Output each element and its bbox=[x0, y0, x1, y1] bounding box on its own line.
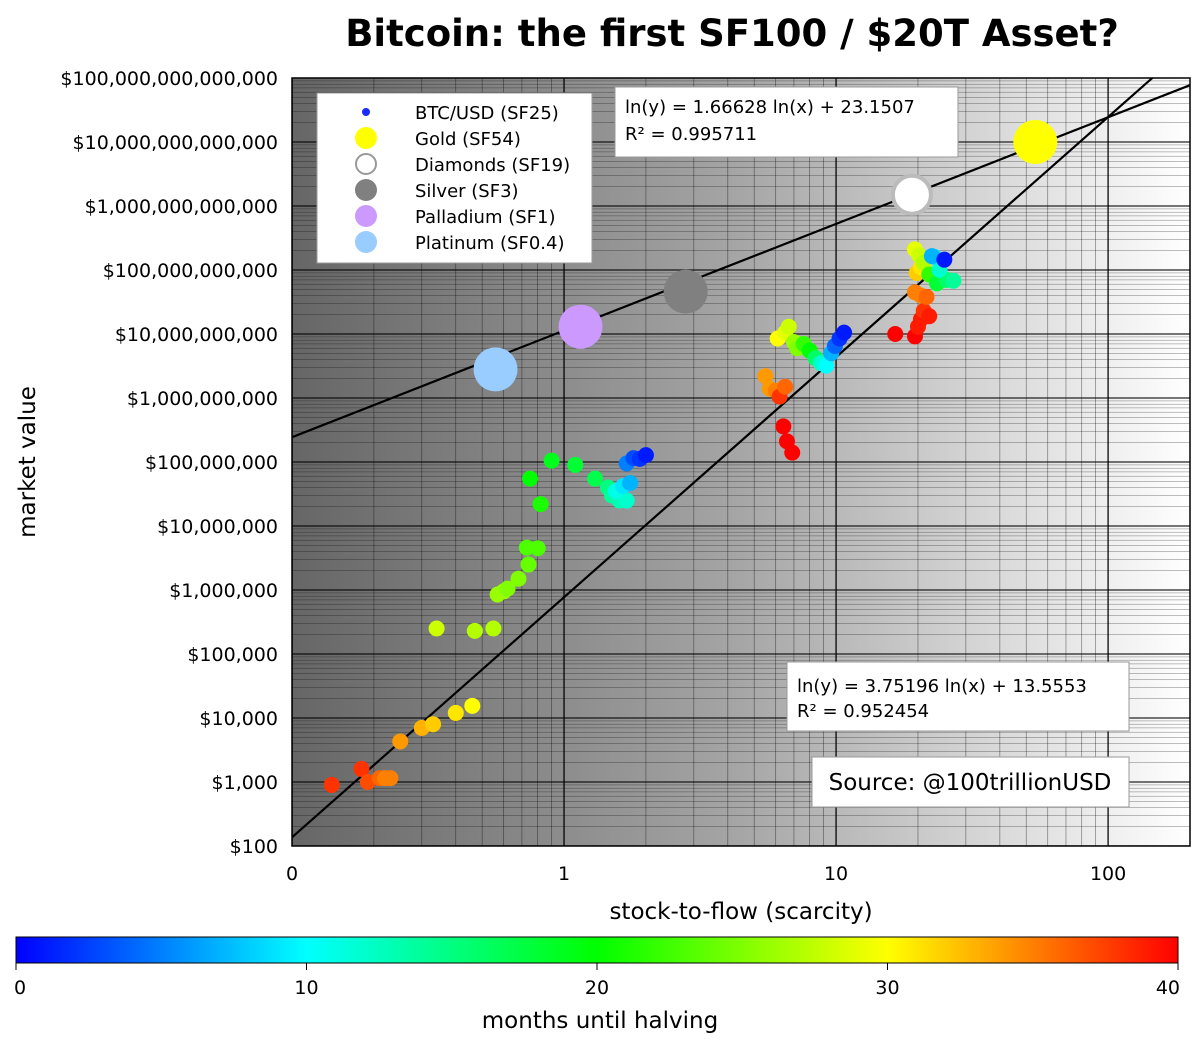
colorbar-ticks: 0 10 20 30 40 bbox=[14, 963, 1180, 999]
legend-marker-btc bbox=[362, 108, 370, 116]
btc-point bbox=[466, 622, 483, 639]
y-tick-label: $10,000 bbox=[199, 708, 278, 730]
y-tick-label: $1,000 bbox=[212, 772, 278, 794]
legend-label-platinum: Platinum (SF0.4) bbox=[415, 233, 564, 254]
btc-point bbox=[529, 540, 546, 557]
r-squared-assets: R² = 0.995711 bbox=[625, 124, 757, 145]
x-tick-label: 0 bbox=[286, 863, 298, 885]
legend: BTC/USD (SF25) Gold (SF54) Diamonds (SF1… bbox=[316, 92, 593, 264]
legend-label-diamonds: Diamonds (SF19) bbox=[415, 155, 570, 176]
y-tick-label: $100,000 bbox=[187, 644, 278, 666]
y-tick-label: $100,000,000 bbox=[145, 452, 278, 474]
legend-label-btc: BTC/USD (SF25) bbox=[415, 103, 559, 124]
equation-box-assets: ln(y) = 1.66628 ln(x) + 23.1507 R² = 0.9… bbox=[614, 86, 959, 158]
btc-point bbox=[887, 326, 904, 342]
equation-assets: ln(y) = 1.66628 ln(x) + 23.1507 bbox=[625, 97, 915, 118]
btc-point bbox=[522, 470, 539, 487]
btc-point bbox=[425, 716, 442, 733]
legend-marker-platinum bbox=[355, 231, 377, 253]
btc-point bbox=[757, 368, 774, 385]
colorbar-tick-label: 10 bbox=[294, 977, 318, 999]
btc-point bbox=[447, 704, 464, 721]
legend-label-silver: Silver (SF3) bbox=[415, 181, 519, 202]
btc-point bbox=[936, 251, 953, 268]
y-tick-label: $10,000,000 bbox=[157, 516, 278, 538]
y-tick-label: $1,000,000 bbox=[169, 580, 278, 602]
legend-marker-palladium bbox=[355, 205, 377, 227]
y-axis-label: market value bbox=[15, 386, 41, 538]
y-axis-ticks: $100 $1,000 $10,000 $100,000 $1,000,000 $10,0… bbox=[60, 68, 278, 858]
y-tick-label: $100,000,000,000 bbox=[103, 260, 278, 282]
btc-point bbox=[777, 378, 794, 395]
y-tick-label: $100,000,000,000,000 bbox=[60, 68, 278, 90]
legend-label-palladium: Palladium (SF1) bbox=[415, 207, 555, 228]
btc-point bbox=[323, 776, 340, 793]
legend-label-gold: Gold (SF54) bbox=[415, 129, 521, 150]
y-tick-label: $1,000,000,000,000 bbox=[85, 196, 278, 218]
x-axis-label: stock-to-flow (scarcity) bbox=[609, 899, 872, 925]
btc-point bbox=[923, 248, 940, 265]
btc-point bbox=[353, 760, 370, 777]
colorbar-label: months until halving bbox=[482, 1008, 718, 1034]
btc-point bbox=[567, 456, 584, 473]
asset-point bbox=[663, 269, 708, 314]
btc-point bbox=[622, 474, 639, 491]
btc-point bbox=[510, 570, 527, 587]
btc-point bbox=[945, 272, 962, 289]
legend-marker-silver bbox=[355, 179, 377, 201]
btc-points bbox=[323, 241, 962, 793]
trendline-1 bbox=[292, 78, 1154, 839]
x-tick-label: 100 bbox=[1090, 863, 1126, 885]
btc-point bbox=[428, 620, 445, 637]
btc-point bbox=[775, 418, 792, 435]
colorbar-tick-label: 20 bbox=[585, 977, 609, 999]
asset-point bbox=[1013, 120, 1058, 164]
asset-point bbox=[890, 173, 933, 216]
btc-point bbox=[587, 470, 604, 487]
btc-point bbox=[784, 444, 801, 461]
chart-title: Bitcoin: the first SF100 / $20T Asset? bbox=[345, 12, 1119, 55]
colorbar-tick-label: 0 bbox=[14, 977, 26, 999]
btc-point bbox=[532, 496, 549, 513]
btc-point bbox=[543, 452, 560, 469]
legend-marker-gold bbox=[355, 127, 377, 149]
y-tick-label: $10,000,000,000 bbox=[115, 324, 278, 346]
btc-point bbox=[921, 308, 938, 325]
btc-point bbox=[464, 697, 481, 714]
btc-point bbox=[637, 447, 654, 464]
y-tick-label: $10,000,000,000,000 bbox=[73, 132, 278, 154]
colorbar-tick-label: 30 bbox=[875, 977, 899, 999]
asset-point bbox=[558, 304, 603, 349]
colorbar: 0 10 20 30 40 months until halving bbox=[14, 936, 1180, 1034]
x-tick-label: 10 bbox=[824, 863, 848, 885]
colorbar-tick-label: 40 bbox=[1156, 977, 1180, 999]
equation-box-btc: ln(y) = 3.75196 ln(x) + 13.5553 R² = 0.9… bbox=[786, 661, 1130, 732]
equation-btc: ln(y) = 3.75196 ln(x) + 13.5553 bbox=[797, 676, 1087, 697]
source-text: Source: @100trillionUSD bbox=[829, 770, 1112, 796]
btc-point bbox=[618, 492, 635, 509]
btc-point bbox=[836, 324, 853, 341]
r-squared-btc: R² = 0.952454 bbox=[797, 701, 929, 722]
y-tick-label: $100 bbox=[230, 836, 278, 858]
legend-marker-diamonds bbox=[355, 153, 377, 175]
colorbar-gradient bbox=[15, 936, 1179, 964]
btc-point bbox=[485, 620, 502, 637]
asset-points bbox=[473, 120, 1058, 392]
btc-point bbox=[392, 733, 409, 750]
btc-point bbox=[918, 288, 935, 305]
x-axis-ticks: 0 1 10 100 bbox=[286, 863, 1126, 885]
y-tick-label: $1,000,000,000 bbox=[127, 388, 278, 410]
btc-point bbox=[499, 580, 516, 597]
plot-frame bbox=[291, 77, 1191, 847]
btc-point bbox=[780, 318, 797, 335]
btc-point bbox=[382, 770, 399, 787]
btc-point bbox=[818, 357, 835, 374]
x-tick-label: 1 bbox=[558, 863, 570, 885]
asset-point bbox=[473, 347, 518, 392]
btc-point bbox=[520, 556, 537, 573]
source-box: Source: @100trillionUSD bbox=[811, 756, 1130, 808]
